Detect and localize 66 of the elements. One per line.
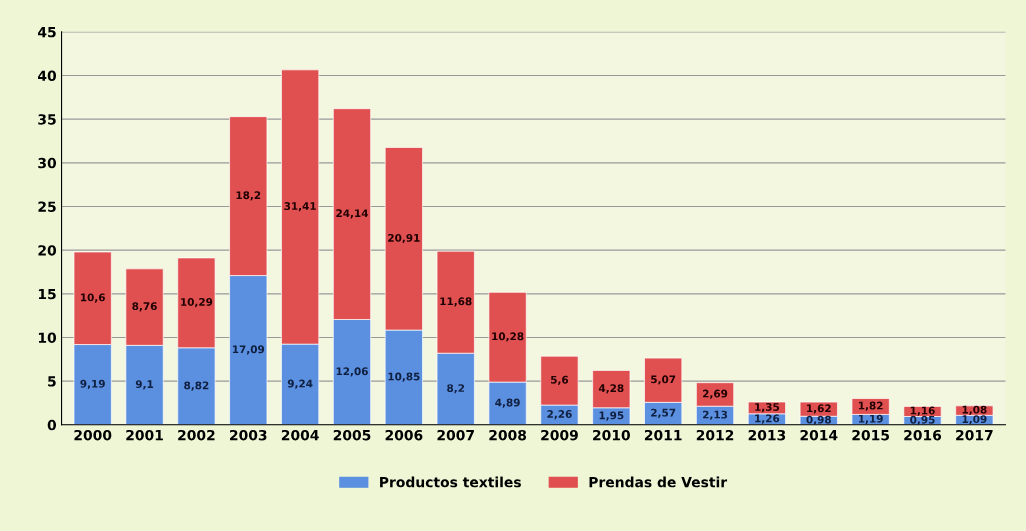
data-label: 4,89 [495,398,520,408]
data-label: 1,26 [755,414,780,424]
data-label: 5,07 [651,375,676,385]
data-label: 1,82 [858,401,883,411]
x-tick-label: 2007 [437,429,474,441]
x-tick-label: 2014 [800,429,838,441]
data-label: 8,82 [184,381,209,391]
x-tick-label: 2010 [593,429,630,441]
data-label: 10,85 [388,372,420,382]
data-label: 9,24 [287,379,313,389]
data-label: 17,09 [232,345,265,355]
y-tick-label: 45 [38,27,56,38]
data-label: 9,19 [80,379,105,390]
legend-label: Productos textiles [380,476,521,488]
x-tick-label: 2004 [281,429,319,441]
data-label: 10,28 [492,332,524,342]
data-label: 24,14 [336,209,368,219]
x-tick-label: 2017 [956,429,993,441]
data-label: 1,16 [910,406,935,416]
x-tick-label: 2011 [644,429,682,441]
y-tick-label: 5 [48,376,56,387]
data-label: 2,57 [651,408,676,418]
data-label: 10,29 [181,298,213,308]
x-tick-label: 2012 [696,429,734,441]
x-tick-label: 2001 [126,429,163,441]
data-label: 31,41 [284,202,316,212]
data-label: 1,19 [858,414,883,424]
x-tick-label: 2002 [178,429,215,441]
data-label: 8,2 [447,384,465,394]
y-tick-label: 25 [38,201,56,212]
x-tick-label: 2016 [904,429,942,441]
data-label: 12,06 [336,367,368,377]
x-tick-label: 2003 [230,429,267,441]
data-label: 9,1 [135,380,154,390]
data-label: 11,68 [440,297,472,307]
data-label: 20,91 [388,233,420,244]
y-tick-label: 10 [38,332,57,343]
y-tick-label: 20 [38,245,57,256]
x-tick-label: 2006 [385,429,423,441]
x-tick-label: 2000 [74,429,112,441]
data-label: 2,69 [703,389,728,399]
data-label: 1,09 [962,415,987,425]
data-label: 5,6 [551,375,569,385]
y-tick-label: 30 [38,157,57,169]
data-label: 4,28 [598,384,624,394]
data-label: 8,76 [132,302,157,312]
data-label: 1,08 [962,405,987,415]
x-tick-label: 2009 [541,429,578,441]
data-label: 1,95 [599,411,624,421]
y-tick-label: 40 [38,70,57,81]
data-label: 1,62 [807,404,831,414]
x-tick-label: 2015 [852,429,889,441]
data-label: 2,26 [547,410,572,420]
data-label: 10,6 [81,293,105,303]
data-label: 2,13 [703,410,728,420]
x-tick-label: 2005 [333,429,371,441]
data-label: 1,35 [755,403,780,413]
data-label: 0,95 [910,415,935,426]
y-tick-label: 35 [38,114,56,125]
data-label: 18,2 [236,191,261,201]
legend-label: Prendas de Vestir [589,476,728,488]
data-label: 0,98 [806,415,831,425]
x-tick-label: 2008 [489,429,527,441]
y-tick-label: 0 [47,419,57,431]
x-tick-label: 2013 [748,429,786,441]
y-tick-label: 15 [38,288,56,300]
